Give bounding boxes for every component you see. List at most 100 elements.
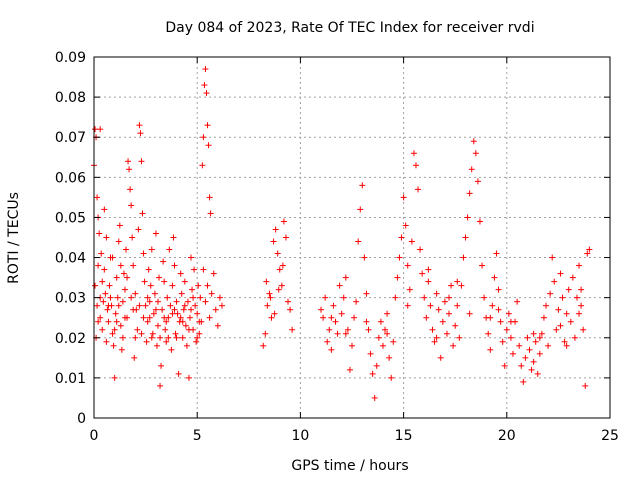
data-point — [97, 314, 104, 321]
data-point — [458, 282, 465, 289]
data-point — [190, 294, 197, 301]
data-point — [563, 310, 570, 317]
data-point — [158, 362, 165, 369]
data-point — [505, 310, 512, 317]
data-point — [569, 274, 576, 281]
data-point — [124, 274, 131, 281]
data-point — [174, 310, 181, 317]
data-point — [145, 266, 152, 273]
data-point — [163, 318, 170, 325]
data-point — [214, 322, 221, 329]
data-point — [272, 226, 279, 233]
data-point — [101, 266, 108, 273]
data-point — [342, 274, 349, 281]
data-point — [390, 338, 397, 345]
data-point — [547, 290, 554, 297]
x-axis-title: GPS time / hours — [291, 458, 408, 474]
data-point — [203, 90, 210, 97]
data-point — [177, 270, 184, 277]
data-point — [202, 66, 209, 73]
data-point — [149, 330, 156, 337]
data-point — [111, 326, 118, 333]
data-point — [161, 278, 168, 285]
data-point — [363, 318, 370, 325]
data-point — [140, 314, 147, 321]
data-point — [543, 302, 550, 309]
data-point — [103, 338, 110, 345]
data-point — [151, 290, 158, 297]
y-tick-label: 0.03 — [55, 291, 86, 307]
data-point — [371, 394, 378, 401]
data-point — [105, 302, 112, 309]
data-point — [260, 342, 267, 349]
data-point — [320, 314, 327, 321]
data-point — [421, 294, 428, 301]
data-point — [195, 282, 202, 289]
data-point — [157, 334, 164, 341]
data-point — [161, 314, 168, 321]
data-point — [276, 266, 283, 273]
data-point — [132, 334, 139, 341]
data-point — [433, 290, 440, 297]
data-point — [193, 338, 200, 345]
data-point — [454, 302, 461, 309]
data-point — [110, 342, 117, 349]
data-point — [423, 314, 430, 321]
data-point — [109, 330, 116, 337]
data-point — [466, 310, 473, 317]
data-point — [200, 266, 207, 273]
data-point — [278, 282, 285, 289]
data-point — [144, 318, 151, 325]
axis-ticks: 0 0.01 0.02 0.03 0.04 0.05 0.06 0.07 0.08 0.09 0 5 1… — [55, 50, 619, 444]
data-point — [545, 342, 552, 349]
data-point — [549, 254, 556, 261]
data-point — [501, 362, 508, 369]
data-point — [419, 270, 426, 277]
data-point — [586, 246, 593, 253]
data-point — [194, 334, 201, 341]
data-point — [361, 254, 368, 261]
data-point — [131, 354, 138, 361]
data-point — [462, 234, 469, 241]
data-point — [443, 330, 450, 337]
data-point — [196, 318, 203, 325]
data-point — [100, 298, 107, 305]
data-point — [338, 310, 345, 317]
data-point — [565, 286, 572, 293]
data-point — [433, 334, 440, 341]
data-point — [194, 310, 201, 317]
data-point — [489, 302, 496, 309]
data-point — [119, 298, 126, 305]
chart-title: Day 084 of 2023, Rate Of TEC Index for r… — [165, 20, 534, 36]
data-point — [270, 238, 277, 245]
y-tick-label: 0.01 — [55, 371, 86, 387]
x-tick-label: 5 — [193, 428, 202, 444]
data-point — [99, 278, 106, 285]
data-point — [388, 374, 395, 381]
data-point — [507, 334, 514, 341]
data-point — [450, 342, 457, 349]
data-point — [271, 310, 278, 317]
data-point — [485, 330, 492, 337]
data-point — [177, 314, 184, 321]
data-point — [142, 302, 149, 309]
data-point — [106, 282, 113, 289]
data-point — [153, 342, 160, 349]
data-point — [103, 234, 110, 241]
data-point — [139, 210, 146, 217]
data-point — [206, 314, 213, 321]
data-point — [162, 326, 169, 333]
data-point — [94, 194, 101, 201]
data-point — [146, 298, 153, 305]
data-point — [532, 338, 539, 345]
data-point — [446, 310, 453, 317]
data-point — [487, 314, 494, 321]
data-point — [121, 314, 128, 321]
data-point — [466, 190, 473, 197]
data-point — [169, 310, 176, 317]
data-point — [180, 306, 187, 313]
data-point — [179, 318, 186, 325]
data-point — [92, 126, 99, 133]
data-point — [168, 346, 175, 353]
